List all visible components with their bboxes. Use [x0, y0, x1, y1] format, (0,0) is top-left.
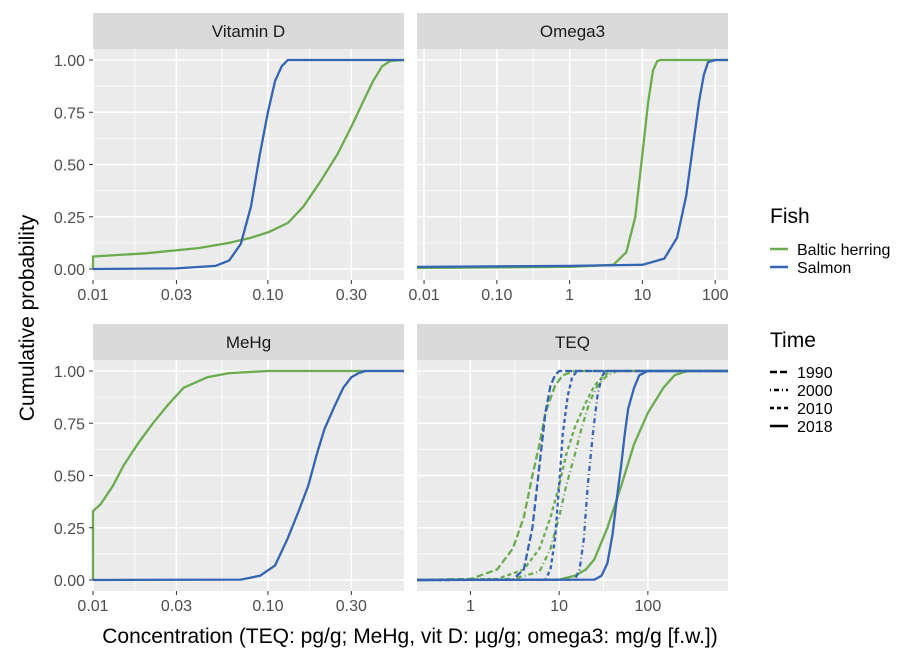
panel-strip-vitd	[93, 13, 404, 49]
x-tick-label: 0.03	[161, 287, 192, 304]
legend-label-1990: 1990	[797, 365, 833, 382]
y-tick-label: 1.00	[54, 53, 85, 70]
y-tick-label: 0.25	[54, 521, 85, 538]
x-tick-label: 0.30	[336, 287, 367, 304]
panel-title-mehg: MeHg	[226, 333, 271, 352]
x-tick-label: 0.10	[481, 287, 512, 304]
y-tick-label: 0.50	[54, 158, 85, 175]
x-tick-label: 10	[550, 598, 568, 615]
panels-layer: Vitamin D 0.01 0.03 0.10 0.30 0.00 0.25 0.50 0.7…	[54, 13, 729, 615]
panel-strip-teq	[417, 324, 728, 360]
legend-label-salmon: Salmon	[797, 260, 851, 277]
series-vitd-salmon-2018	[92, 58, 404, 271]
y-tick-label: 0.75	[54, 416, 85, 433]
series-vitd-baltic-herring-2018	[91, 58, 405, 269]
legend-label-2018: 2018	[797, 419, 833, 436]
series-teq-salmon-2018	[416, 369, 728, 582]
panel-title-teq: TEQ	[555, 333, 590, 352]
panel-title-omega3: Omega3	[540, 22, 605, 41]
y-tick-label: 0.00	[54, 573, 85, 590]
y-tick-label: 0.25	[54, 210, 85, 227]
series-teq-salmon-2010	[416, 369, 728, 582]
series-mehg-baltic-herring-2018	[91, 369, 404, 580]
x-tick-label: 1	[565, 287, 574, 304]
x-tick-label: 0.01	[408, 287, 439, 304]
x-tick-label: 0.10	[252, 598, 283, 615]
panel-vitd: Vitamin D 0.01 0.03 0.10 0.30 0.00 0.25 0.50 0.7…	[54, 13, 405, 304]
legend-label-baltic-herring: Baltic herring	[797, 242, 890, 259]
series-teq-salmon-2000	[416, 369, 728, 582]
legend-label-2010: 2010	[797, 401, 833, 418]
x-tick-label: 0.10	[252, 287, 283, 304]
x-tick-label: 1	[466, 598, 475, 615]
y-axis-title: Cumulative probability	[16, 214, 39, 421]
panel-omega3: Omega3 0.01 0.10 1 10 100	[408, 13, 729, 304]
legend-fish: Fish Baltic herring Salmon	[770, 205, 890, 277]
legend-time: Time 1990 2000 2010 2018	[770, 329, 833, 436]
y-tick-label: 0.75	[54, 105, 85, 122]
panel-title-vitd: Vitamin D	[212, 22, 285, 41]
series-teq-salmon-1990	[416, 369, 728, 582]
y-tick-label: 0.00	[54, 262, 85, 279]
legend-fish-title: Fish	[770, 205, 810, 228]
y-tick-label: 0.50	[54, 469, 85, 486]
x-tick-label: 0.01	[77, 287, 108, 304]
x-tick-label: 100	[635, 598, 662, 615]
x-tick-label: 10	[634, 287, 652, 304]
y-tick-label: 1.00	[54, 364, 85, 381]
series-mehg-salmon-2018	[92, 369, 404, 582]
panel-strip-omega3	[417, 13, 728, 49]
series-teq-baltic-herring-2018	[416, 369, 728, 582]
panel-mehg: MeHg 0.01 0.03 0.10 0.30 0.00 0.25 0.50 0.75 1.00	[54, 324, 404, 615]
panel-teq: TEQ 1 10 100	[416, 324, 728, 615]
series-omega3-salmon-2018	[416, 58, 728, 269]
series-teq-baltic-herring-2000	[416, 369, 728, 582]
legend-label-2000: 2000	[797, 383, 833, 400]
panel-strip-mehg	[93, 324, 404, 360]
x-tick-label: 100	[702, 287, 729, 304]
x-axis-title: Concentration (TEQ: pg/g; MeHg, vit D: µ…	[102, 625, 718, 648]
series-teq-baltic-herring-1990	[416, 369, 728, 582]
x-tick-label: 0.30	[336, 598, 367, 615]
x-tick-label: 0.01	[77, 598, 108, 615]
x-tick-label: 0.03	[161, 598, 192, 615]
legend-time-title: Time	[770, 329, 816, 352]
